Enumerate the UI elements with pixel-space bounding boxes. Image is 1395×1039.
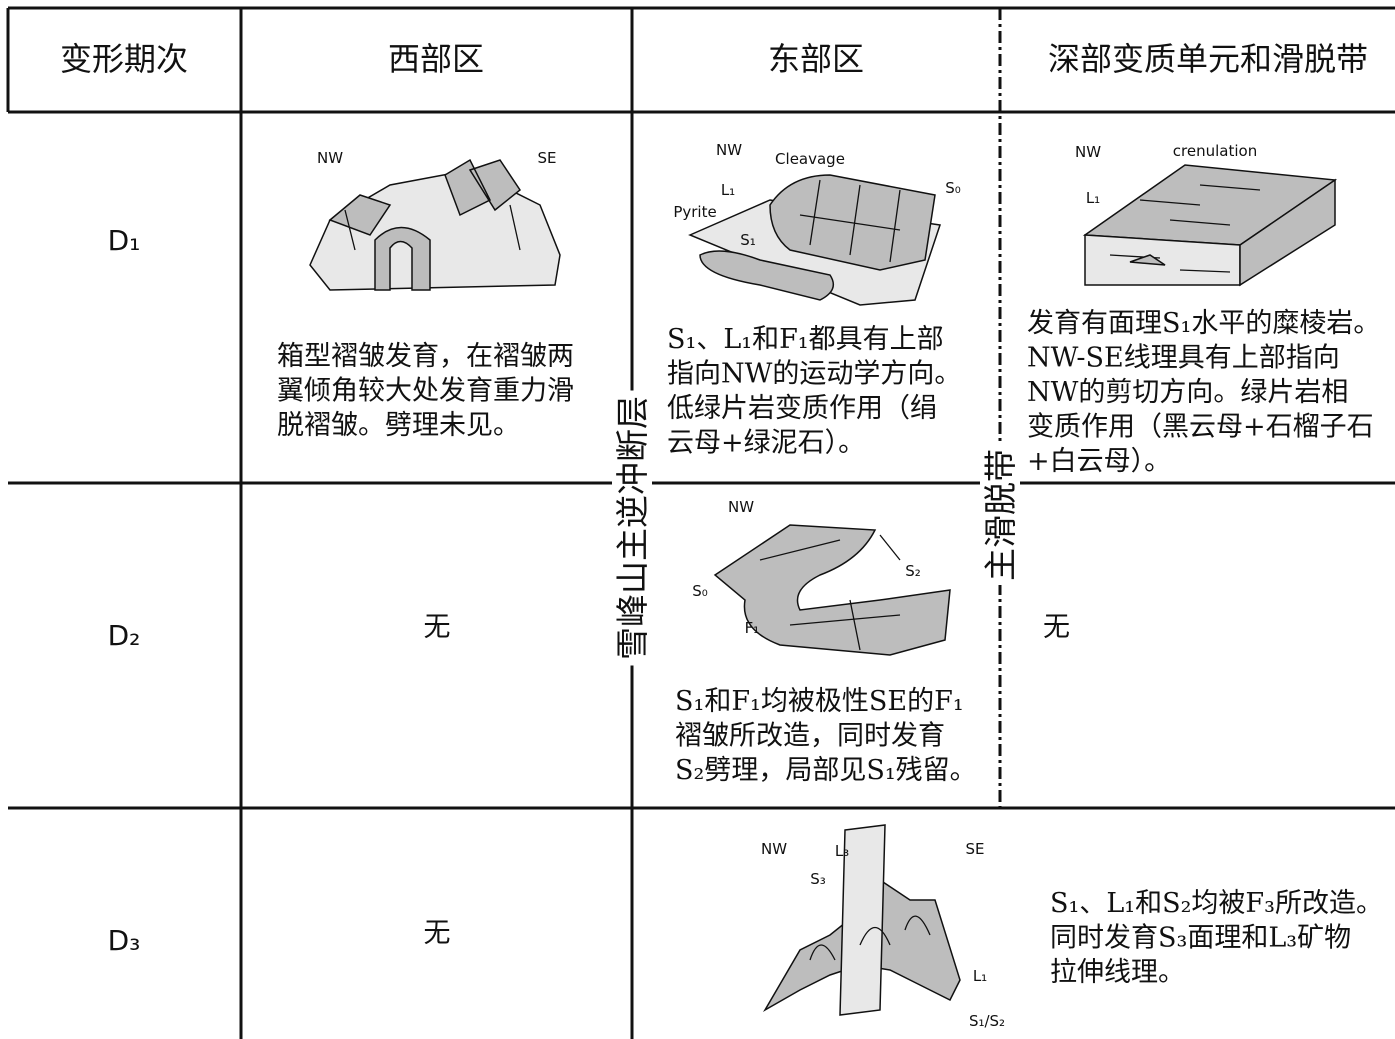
sketch-label: SE bbox=[966, 840, 985, 858]
sketch-label: Pyrite bbox=[673, 203, 716, 221]
cell-text: 无 bbox=[1043, 612, 1070, 643]
sketch-label: NW bbox=[317, 149, 343, 167]
header-cell: 西部区 bbox=[388, 40, 484, 78]
sketch-label: S₀ bbox=[692, 582, 708, 600]
boundary-label: 主滑脱带 bbox=[981, 449, 1020, 581]
sketch-label: Cleavage bbox=[775, 150, 845, 168]
sketch-crenulation bbox=[1082, 164, 1338, 287]
sketch-label: NW bbox=[1075, 143, 1101, 161]
cell-text: 无 bbox=[424, 918, 451, 949]
sketch-label: S₂ bbox=[905, 562, 921, 580]
sketch-f3-folds bbox=[762, 824, 961, 1016]
cell-text: 云母+绿泥石）。 bbox=[667, 428, 865, 459]
sketch-label: NW bbox=[716, 141, 742, 159]
header-cell: 深部变质单元和滑脱带 bbox=[1048, 40, 1368, 78]
label-background bbox=[612, 390, 652, 666]
sketch-label: F₁ bbox=[745, 619, 760, 637]
sketch-label: L₁ bbox=[1086, 189, 1100, 207]
cell-text: 无 bbox=[424, 612, 451, 643]
cell-text: 脱褶皱。劈理未见。 bbox=[277, 410, 520, 441]
sketch-label: NW bbox=[761, 840, 787, 858]
cell-text: 褶皱所改造，同时发育 bbox=[675, 721, 945, 752]
sketch-label: S₁/S₂ bbox=[969, 1012, 1005, 1030]
cell-text: S₁和F₁均被极性SE的F₁ bbox=[675, 686, 964, 717]
cell-text: S₂劈理，局部见S₁残留。 bbox=[675, 755, 977, 786]
sketch-label: crenulation bbox=[1173, 142, 1257, 160]
cell-text: 低绿片岩变质作用（绢 bbox=[667, 393, 937, 424]
sketch-label: SE bbox=[538, 149, 557, 167]
label-background bbox=[980, 445, 1020, 585]
sketch-label: S₃ bbox=[810, 870, 826, 888]
sketch-label: L₁ bbox=[973, 967, 987, 985]
cell-text: 箱型褶皱发育，在褶皱两 bbox=[277, 341, 574, 372]
sketch-fold-s2 bbox=[713, 524, 951, 656]
boundary-labels: 雪峰山主逆冲断层 主滑脱带 bbox=[612, 390, 1020, 666]
header-cell: 东部区 bbox=[768, 40, 864, 78]
sketch-cleavage bbox=[688, 174, 941, 306]
table-lines bbox=[6, 6, 1395, 1039]
cell-text: NW的剪切方向。绿片岩相 bbox=[1027, 377, 1348, 408]
stage-label: D₂ bbox=[108, 619, 141, 652]
sketch-label: L₃ bbox=[835, 842, 849, 860]
sketch-label: S₁ bbox=[740, 231, 756, 249]
stage-label: D₃ bbox=[108, 924, 141, 957]
cell-text: 拉伸线理。 bbox=[1050, 957, 1185, 988]
sketch-label: NW bbox=[728, 498, 754, 516]
cell-text: 同时发育S₃面理和L₃矿物 bbox=[1050, 923, 1351, 954]
cell-text: 指向NW的运动学方向。 bbox=[667, 359, 961, 390]
sketch-label: L₁ bbox=[721, 181, 735, 199]
cell-text: 变质作用（黑云母+石榴子石 bbox=[1027, 412, 1374, 443]
sketch-label: S₀ bbox=[945, 179, 961, 197]
cell-text: S₁、L₁和F₁都具有上部 bbox=[667, 324, 944, 355]
stage-label: D₁ bbox=[108, 224, 141, 257]
sketch-box-fold bbox=[309, 158, 561, 291]
cell-text: S₁、L₁和S₂均被F₃所改造。 bbox=[1050, 888, 1383, 919]
cell-text: NW-SE线理具有上部指向 bbox=[1027, 343, 1340, 374]
header-cell: 变形期次 bbox=[60, 40, 188, 78]
cell-text: +白云母）。 bbox=[1027, 446, 1171, 477]
boundary-label: 雪峰山主逆冲断层 bbox=[613, 396, 652, 660]
cell-text: 翼倾角较大处发育重力滑 bbox=[277, 376, 574, 407]
cell-text: 发育有面理S₁水平的糜棱岩。 bbox=[1027, 308, 1380, 339]
